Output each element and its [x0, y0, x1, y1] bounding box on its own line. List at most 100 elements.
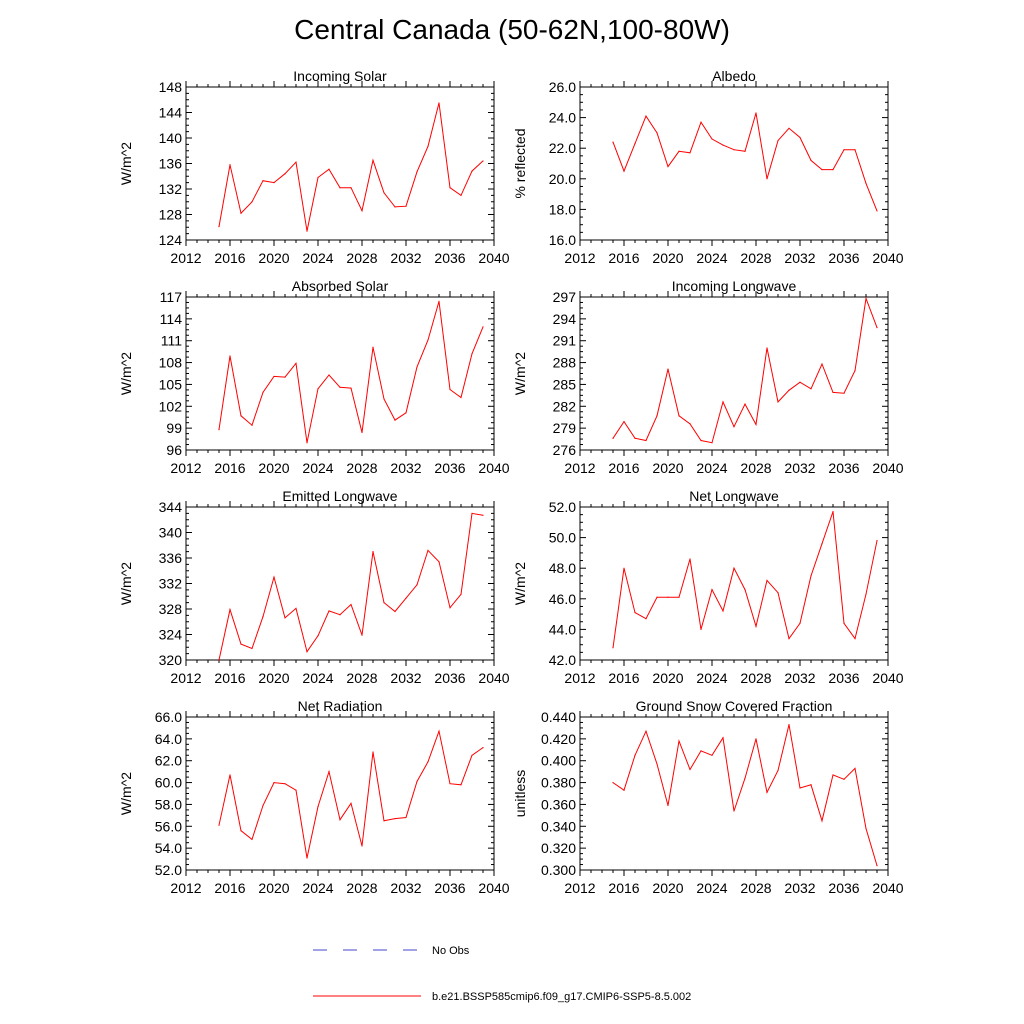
data-point	[645, 115, 647, 117]
data-point	[306, 651, 308, 653]
data-point	[722, 144, 724, 146]
data-point	[394, 206, 396, 208]
data-point	[865, 827, 867, 830]
y-tick-label: 0.440	[541, 709, 576, 725]
series-line	[612, 724, 878, 866]
data-point	[273, 375, 275, 378]
y-tick-label: 0.380	[541, 775, 576, 791]
y-tick-label: 136	[159, 156, 183, 172]
data-point	[251, 424, 253, 426]
y-tick-label: 44.0	[549, 621, 576, 637]
y-tick-label: 328	[159, 601, 183, 617]
plot-frame	[185, 506, 495, 661]
data-point	[854, 767, 856, 769]
data-point	[339, 187, 341, 189]
data-point	[733, 426, 735, 428]
x-tick-label: 2036	[434, 250, 465, 266]
data-point	[427, 761, 429, 763]
data-point	[416, 366, 418, 368]
y-tick-label: 0.340	[541, 818, 576, 834]
panel-incoming-solar: Incoming Solar W/m^2 124 128 132 136 140 144 148…	[118, 68, 510, 266]
data-point	[229, 609, 231, 611]
y-tick-label: 60.0	[155, 775, 182, 791]
plot-frame	[579, 716, 889, 871]
y-tick-label: 54.0	[155, 840, 182, 856]
y-tick-label: 24.0	[549, 110, 576, 126]
data-point	[678, 596, 680, 598]
y-axis-label: W/m^2	[118, 772, 134, 815]
data-point	[240, 212, 242, 214]
data-point	[733, 567, 735, 569]
x-tick-label: 2040	[478, 460, 509, 476]
data-point	[865, 593, 867, 595]
plot-frame	[579, 86, 889, 241]
x-tick-label: 2012	[564, 670, 595, 686]
data-point	[744, 589, 746, 591]
data-point	[612, 437, 614, 439]
data-point	[361, 634, 363, 636]
data-point	[482, 326, 484, 328]
data-point	[810, 575, 812, 577]
data-point	[251, 647, 253, 650]
x-tick-label: 2016	[214, 880, 245, 896]
y-tick-label: 99	[166, 420, 182, 436]
data-point	[656, 763, 658, 765]
x-tick-label: 2040	[478, 250, 509, 266]
data-point	[350, 603, 352, 606]
data-point	[361, 845, 363, 847]
x-tick-label: 2032	[784, 880, 815, 896]
y-tick-label: 56.0	[155, 818, 182, 834]
panel-title: Incoming Solar	[293, 68, 387, 84]
data-point	[876, 327, 878, 329]
y-tick-label: 114	[160, 311, 183, 327]
x-tick-label: 2024	[302, 880, 333, 896]
data-point	[832, 774, 834, 776]
y-axis-label: unitless	[512, 770, 528, 817]
series-line	[218, 729, 484, 859]
y-axis-label: % reflected	[512, 128, 528, 198]
data-point	[766, 579, 768, 582]
data-point	[854, 637, 856, 640]
x-tick-label: 2016	[608, 250, 639, 266]
y-tick-label: 128	[159, 207, 183, 223]
data-point	[372, 159, 374, 161]
panel-title: Emitted Longwave	[282, 488, 397, 504]
panel-title: Net Radiation	[298, 698, 383, 714]
data-point	[843, 149, 845, 151]
data-point	[744, 150, 746, 152]
data-point	[755, 112, 757, 114]
data-point	[262, 804, 264, 807]
x-tick-label: 2040	[478, 670, 509, 686]
series-line	[218, 512, 484, 661]
x-tick-label: 2020	[258, 670, 289, 686]
y-tick-label: 22.0	[549, 140, 576, 156]
panel-ground-snow-covered-fraction: Ground Snow Covered Fraction unitless 0.30…	[512, 698, 904, 896]
data-point	[449, 388, 451, 391]
data-point	[295, 789, 297, 791]
y-tick-label: 340	[159, 525, 183, 541]
x-tick-label: 2016	[608, 460, 639, 476]
panel-net-radiation: Net Radiation W/m^2 52.0 54.0 56.0 58.0 60.0 62…	[118, 698, 510, 896]
data-point	[372, 551, 374, 553]
data-point	[218, 824, 220, 826]
data-point	[317, 388, 319, 390]
panel-title: Incoming Longwave	[672, 278, 797, 294]
x-tick-label: 2020	[652, 880, 683, 896]
x-tick-label: 2012	[170, 880, 201, 896]
data-point	[634, 437, 636, 439]
y-tick-label: 291	[553, 333, 577, 349]
data-point	[799, 381, 801, 383]
x-tick-label: 2040	[478, 880, 509, 896]
data-point	[799, 787, 801, 789]
y-tick-label: 132	[159, 181, 183, 197]
data-point	[733, 149, 735, 151]
data-point	[240, 830, 242, 832]
data-point	[678, 150, 680, 152]
y-tick-label: 105	[159, 376, 183, 392]
data-point	[832, 169, 834, 171]
data-point	[612, 647, 614, 649]
data-point	[645, 439, 647, 442]
y-tick-label: 320	[159, 652, 183, 668]
y-tick-label: 279	[553, 420, 577, 436]
data-point	[284, 376, 286, 378]
